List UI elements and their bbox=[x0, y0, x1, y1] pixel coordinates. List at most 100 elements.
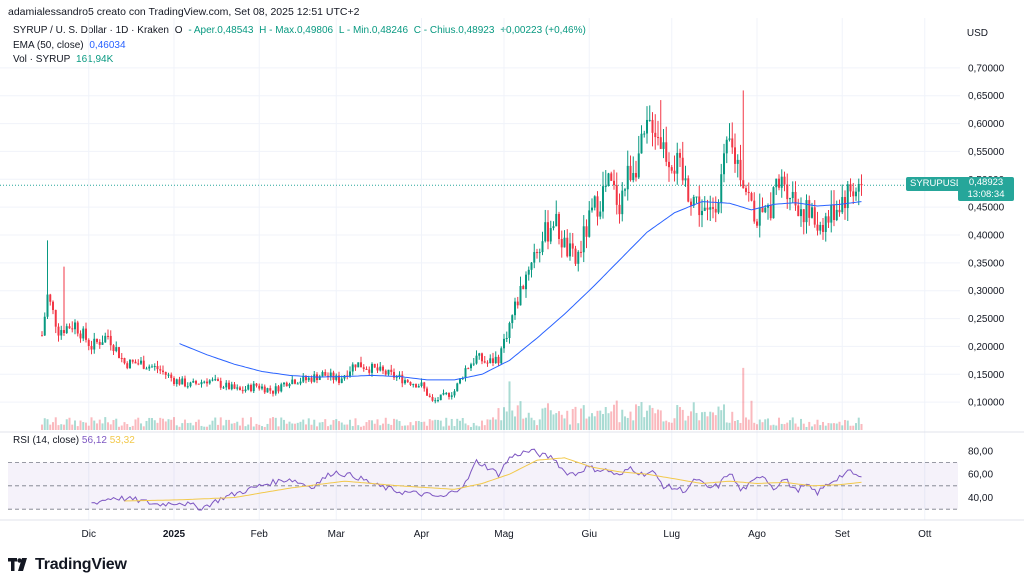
candle-body bbox=[283, 382, 285, 385]
volume-bar bbox=[472, 422, 475, 430]
volume-bar bbox=[695, 412, 698, 430]
candle-body bbox=[294, 379, 296, 384]
volume-bar bbox=[538, 419, 541, 430]
volume-bar bbox=[258, 424, 261, 430]
price-axis-label: 0,15000 bbox=[968, 370, 1005, 381]
volume-bar bbox=[764, 419, 767, 430]
volume-bar bbox=[233, 423, 236, 430]
volume-bar bbox=[745, 417, 747, 430]
candle-body bbox=[354, 364, 357, 368]
volume-bar bbox=[580, 408, 582, 430]
volume-bar bbox=[357, 425, 360, 430]
candle-body bbox=[162, 370, 164, 372]
volume-bar bbox=[569, 424, 571, 430]
candle-body bbox=[398, 374, 401, 377]
volume-bar bbox=[714, 415, 717, 430]
candle-body bbox=[640, 133, 643, 154]
volume-bar bbox=[783, 424, 786, 430]
price-axis-label: 0,20000 bbox=[968, 342, 1005, 353]
volume-legend[interactable]: Vol · SYRUP 161,94K bbox=[13, 54, 116, 65]
volume-bar bbox=[206, 426, 208, 430]
candle-body bbox=[357, 362, 360, 368]
volume-bar bbox=[445, 417, 448, 430]
candle-body bbox=[651, 119, 654, 133]
volume-bar bbox=[343, 424, 346, 430]
volume-bar bbox=[494, 419, 497, 430]
currency-label[interactable]: USD bbox=[966, 28, 988, 39]
volume-bar bbox=[544, 407, 547, 430]
candle-body bbox=[761, 207, 764, 213]
volume-bar bbox=[269, 418, 272, 430]
volume-bar bbox=[651, 407, 654, 430]
candle-body bbox=[580, 251, 582, 253]
candle-body bbox=[659, 137, 662, 149]
rsi-line bbox=[91, 448, 862, 511]
candle-body bbox=[431, 396, 434, 401]
tradingview-logo[interactable]: TradingView bbox=[8, 556, 127, 574]
chart-attribution: adamialessandro5 creato con TradingView.… bbox=[8, 6, 360, 18]
candle-body bbox=[624, 189, 626, 191]
volume-bar bbox=[833, 423, 835, 430]
ohlc-change: +0,00223 (+0,46%) bbox=[500, 25, 586, 36]
candle-body bbox=[563, 237, 566, 248]
rsi-axis-label: 60,00 bbox=[968, 470, 993, 481]
candle-body bbox=[780, 176, 783, 188]
candle-body bbox=[519, 286, 522, 306]
volume-bar bbox=[613, 404, 615, 430]
candle-body bbox=[384, 370, 387, 375]
candle-body bbox=[338, 375, 340, 383]
candle-body bbox=[368, 369, 371, 373]
volume-bar bbox=[456, 418, 459, 430]
volume-bar bbox=[184, 419, 186, 430]
candle-body bbox=[536, 252, 538, 254]
rsi-legend[interactable]: RSI (14, close) 56,12 53,32 bbox=[13, 435, 135, 446]
volume-bar bbox=[789, 420, 791, 430]
volume-bar bbox=[626, 417, 629, 430]
candle-body bbox=[459, 378, 461, 384]
candle-body bbox=[428, 395, 431, 397]
volume-bar bbox=[860, 423, 863, 430]
candle-body bbox=[156, 366, 159, 370]
candle-body bbox=[230, 384, 233, 390]
ohlc-open: - Aper.0,48543 bbox=[188, 25, 254, 36]
candle-body bbox=[552, 226, 555, 229]
candle-body bbox=[65, 326, 68, 333]
volume-bar bbox=[448, 425, 450, 430]
volume-bar bbox=[387, 423, 390, 430]
candle-body bbox=[178, 379, 181, 385]
candle-body bbox=[602, 186, 604, 212]
volume-bar bbox=[547, 403, 549, 430]
volume-bar bbox=[434, 419, 437, 430]
symbol-name[interactable]: SYRUP / U. S. Dollar · 1D · Kraken bbox=[13, 25, 169, 36]
candle-body bbox=[486, 362, 489, 364]
candle-body bbox=[827, 216, 830, 223]
candle-body bbox=[192, 381, 195, 383]
candle-body bbox=[739, 159, 742, 181]
volume-bar bbox=[115, 418, 118, 430]
volume-bar bbox=[401, 425, 404, 430]
candle-body bbox=[266, 388, 269, 393]
price-axis-label: 0,35000 bbox=[968, 258, 1005, 269]
volume-bar bbox=[637, 406, 640, 430]
volume-bar bbox=[349, 419, 351, 430]
candle-body bbox=[233, 384, 236, 389]
candle-body bbox=[258, 385, 261, 389]
volume-bar bbox=[805, 426, 808, 430]
candle-body bbox=[516, 301, 519, 306]
volume-bar bbox=[41, 424, 43, 430]
candle-body bbox=[791, 191, 794, 199]
candle-body bbox=[145, 368, 148, 370]
candle-body bbox=[351, 364, 354, 372]
candle-body bbox=[701, 210, 703, 216]
volume-bar bbox=[327, 426, 329, 430]
candle-body bbox=[131, 359, 134, 362]
candle-body bbox=[511, 315, 514, 324]
ema-legend[interactable]: EMA (50, close) 0,46034 bbox=[13, 40, 129, 51]
candle-body bbox=[329, 372, 332, 377]
volume-bar bbox=[852, 425, 855, 430]
volume-bar bbox=[120, 425, 123, 430]
candle-body bbox=[302, 376, 305, 382]
volume-bar bbox=[582, 405, 585, 430]
volume-bar bbox=[640, 402, 643, 430]
